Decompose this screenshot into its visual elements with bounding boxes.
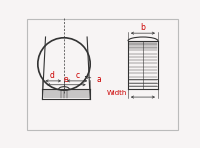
Text: a: a [85, 75, 101, 84]
Text: c: c [76, 71, 80, 80]
Text: b: b [140, 23, 145, 32]
Text: d: d [50, 71, 55, 80]
Text: e: e [64, 75, 69, 84]
Text: Width: Width [107, 90, 127, 96]
